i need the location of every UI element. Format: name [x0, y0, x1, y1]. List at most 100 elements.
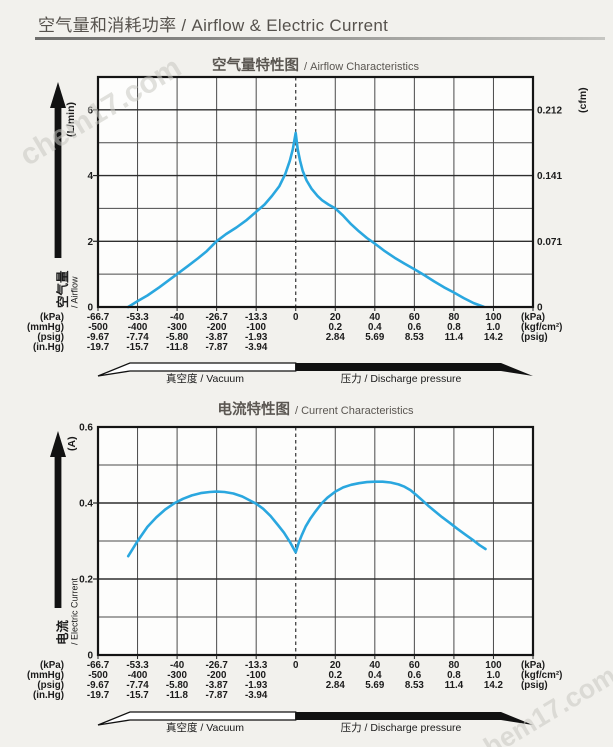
x-tick-label: -13.3 — [245, 312, 268, 323]
vacuum-label: 真空度 / Vacuum — [166, 721, 244, 734]
y-axis-name-zh: 电流 — [55, 619, 70, 645]
x-tick-label: -200 — [207, 322, 227, 333]
x-tick-label: -53.3 — [126, 660, 149, 671]
x-axis-unit-right: (psig) — [521, 332, 548, 343]
x-tick-label: -53.3 — [126, 312, 149, 323]
y-axis-name-zh: 空气量 — [55, 270, 70, 308]
x-axis-unit-right: (kPa) — [521, 312, 545, 323]
x-axis-unit-left: (kPa) — [40, 312, 64, 323]
x-tick-label: 1.0 — [487, 322, 501, 333]
y-tick-label: 0.6 — [79, 423, 93, 434]
x-tick-label: 80 — [448, 312, 459, 323]
x-tick-label: -3.94 — [245, 342, 268, 353]
y-axis-arrow-head — [50, 82, 66, 108]
y-right-tick-label: 0 — [537, 303, 543, 314]
pressure-arrow — [295, 712, 533, 725]
x-axis-unit-right: (psig) — [521, 680, 548, 691]
x-tick-label: 100 — [485, 660, 502, 671]
x-tick-label: -13.3 — [245, 660, 268, 671]
x-tick-label: 0.2 — [328, 670, 342, 681]
x-axis-unit-left: (kPa) — [40, 660, 64, 671]
x-tick-label: -100 — [246, 670, 266, 681]
x-tick-label: -400 — [128, 322, 148, 333]
x-tick-label: -11.8 — [166, 690, 188, 701]
y-tick-label: 6 — [87, 105, 93, 116]
page-title: 空气量和消耗功率 / Airflow & Electric Current — [38, 16, 389, 35]
y-axis-name-en: / Airflow — [70, 276, 80, 308]
x-tick-label: -19.7 — [87, 342, 110, 353]
x-tick-label: 40 — [369, 312, 380, 323]
x-tick-label: 60 — [409, 660, 420, 671]
y-tick-label: 0.4 — [79, 499, 93, 510]
x-tick-label: 2.84 — [326, 680, 346, 691]
x-tick-label: -300 — [167, 670, 187, 681]
x-axis-unit-left: (in.Hg) — [33, 342, 64, 353]
y-axis-arrow-shaft — [54, 106, 62, 258]
x-axis-unit-right: (kgf/cm²) — [521, 322, 562, 333]
x-tick-label: 100 — [485, 312, 502, 323]
y-right-unit-label: (cfm) — [577, 87, 589, 113]
chart-title: 电流特性图 / Current Characteristics — [217, 400, 414, 418]
x-axis-unit-left: (in.Hg) — [33, 690, 64, 701]
x-tick-label: -5.80 — [166, 332, 189, 343]
x-tick-label: -26.7 — [205, 660, 228, 671]
x-tick-label: 5.69 — [365, 332, 385, 343]
x-tick-label: -100 — [246, 322, 266, 333]
header-rule — [35, 37, 605, 40]
x-tick-label: 0 — [293, 312, 299, 323]
x-tick-label: 8.53 — [405, 680, 425, 691]
vacuum-label: 真空度 / Vacuum — [166, 372, 244, 385]
y-right-tick-label: 0.071 — [537, 237, 562, 248]
x-tick-label: -15.7 — [126, 690, 149, 701]
x-tick-label: -66.7 — [87, 660, 110, 671]
x-tick-label: 20 — [330, 312, 341, 323]
plot-border — [96, 425, 535, 657]
x-tick-label: 0.8 — [447, 670, 461, 681]
x-tick-label: -40 — [170, 312, 185, 323]
x-tick-label: 0.4 — [368, 322, 382, 333]
x-tick-label: 0.2 — [328, 322, 342, 333]
y-tick-label: 0 — [87, 651, 93, 662]
x-tick-label: -7.74 — [126, 680, 149, 691]
x-tick-label: 60 — [409, 312, 420, 323]
y-tick-label: 2 — [87, 237, 93, 248]
pressure-label: 压力 / Discharge pressure — [341, 721, 462, 734]
x-tick-label: -5.80 — [166, 680, 189, 691]
x-tick-label: -9.67 — [87, 680, 110, 691]
y-right-tick-label: 0.141 — [537, 171, 562, 182]
x-tick-label: -26.7 — [205, 312, 228, 323]
y-right-tick-label: 0.212 — [537, 105, 562, 116]
x-tick-label: 0.4 — [368, 670, 382, 681]
x-tick-label: -40 — [170, 660, 185, 671]
x-axis-unit-right: (kPa) — [521, 660, 545, 671]
y-tick-label: 0.2 — [79, 575, 93, 586]
airflow-curve — [126, 131, 485, 309]
y-tick-label: 0 — [87, 303, 93, 314]
x-tick-label: -500 — [88, 670, 108, 681]
x-tick-label: 11.4 — [445, 332, 464, 343]
x-tick-label: -9.67 — [87, 332, 110, 343]
x-tick-label: -1.93 — [245, 332, 268, 343]
x-tick-label: -3.87 — [205, 332, 228, 343]
x-axis-unit-right: (kgf/cm²) — [521, 670, 562, 681]
x-tick-label: -3.87 — [205, 680, 228, 691]
x-tick-label: -7.74 — [126, 332, 149, 343]
x-tick-label: -400 — [128, 670, 148, 681]
y-axis-name-en: / Electric Current — [70, 577, 80, 645]
x-axis-unit-left: (psig) — [37, 332, 64, 343]
current-curve — [126, 480, 487, 558]
x-tick-label: 20 — [330, 660, 341, 671]
pressure-arrow — [295, 363, 533, 376]
x-tick-label: -66.7 — [87, 312, 110, 323]
x-tick-label: 8.53 — [405, 332, 425, 343]
x-tick-label: 2.84 — [326, 332, 346, 343]
x-axis-unit-left: (mmHg) — [27, 670, 64, 681]
x-tick-label: 0 — [293, 660, 299, 671]
y-left-unit-label: (L/min) — [65, 102, 77, 137]
x-tick-label: 14.2 — [484, 680, 504, 691]
x-tick-label: 1.0 — [487, 670, 501, 681]
y-axis-arrow-shaft — [54, 455, 62, 608]
x-tick-label: -500 — [88, 322, 108, 333]
x-axis-unit-left: (psig) — [37, 680, 64, 691]
